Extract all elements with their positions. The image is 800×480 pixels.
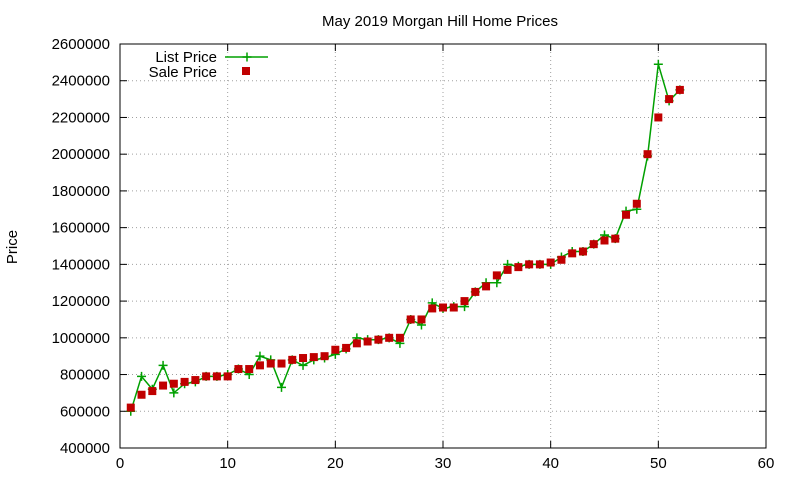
- sale-price-point: [126, 403, 135, 412]
- y-tick-label: 1200000: [52, 293, 110, 310]
- y-tick-label: 400000: [60, 440, 110, 457]
- sale-price-point: [675, 85, 684, 94]
- sale-price-point: [395, 333, 404, 342]
- plot-border: [119, 43, 767, 449]
- sale-price-point: [503, 265, 512, 274]
- sale-price-point: [255, 361, 264, 370]
- x-tick-label: 60: [758, 455, 775, 472]
- legend-marker-list-price: [242, 52, 252, 62]
- sale-price-point: [449, 303, 458, 312]
- sale-price-point: [482, 282, 491, 291]
- list-price-point: [492, 278, 502, 288]
- sale-price-point: [148, 387, 157, 396]
- sale-price-point: [159, 381, 168, 390]
- x-tick-label: 30: [435, 455, 452, 472]
- axis-ticks: 0 10 20 30 40 50 60 400000 600000 800000 1000000 12…: [52, 36, 775, 472]
- sale-price-point: [557, 255, 566, 264]
- sale-price-point: [191, 376, 200, 385]
- list-price-point: [653, 59, 663, 69]
- sale-price-point: [460, 297, 469, 306]
- legend-label-sale-price: Sale Price: [149, 64, 217, 81]
- y-tick-label: 1000000: [52, 330, 110, 347]
- x-tick-label: 10: [219, 455, 236, 472]
- grid-lines: [120, 44, 766, 448]
- sale-price-point: [299, 354, 308, 363]
- list-price-point: [169, 388, 179, 398]
- sale-price-point: [374, 335, 383, 344]
- sale-price-point: [514, 263, 523, 272]
- sale-price-point: [202, 372, 211, 381]
- sale-price-point: [266, 359, 275, 368]
- sale-price-point: [665, 95, 674, 104]
- data-series: [126, 59, 685, 416]
- sale-price-point: [611, 234, 620, 243]
- sale-price-point: [622, 210, 631, 219]
- sale-price-point: [471, 287, 480, 296]
- y-tick-label: 800000: [60, 367, 110, 384]
- sale-price-point: [492, 271, 501, 280]
- sale-price-point: [589, 240, 598, 249]
- y-tick-label: 2600000: [52, 36, 110, 53]
- list-price-point: [277, 382, 286, 392]
- x-tick-label: 50: [650, 455, 667, 472]
- sale-price-point: [320, 352, 329, 361]
- y-axis-label: Price: [4, 230, 21, 264]
- y-tick-label: 1600000: [52, 220, 110, 237]
- sale-price-point: [525, 260, 534, 269]
- sale-price-point: [632, 199, 641, 208]
- sale-price-point: [342, 343, 351, 352]
- sale-price-point: [654, 113, 663, 122]
- y-tick-label: 1800000: [52, 183, 110, 200]
- sale-price-point: [288, 355, 297, 364]
- sale-price-point: [546, 258, 555, 267]
- sale-price-point: [234, 365, 243, 374]
- sale-price-point: [169, 379, 178, 388]
- x-tick-label: 0: [116, 455, 124, 472]
- sale-price-point: [212, 372, 221, 381]
- sale-price-point: [643, 150, 652, 159]
- sale-price-point: [600, 236, 609, 245]
- sale-price-point: [428, 304, 437, 313]
- y-tick-label: 2400000: [52, 73, 110, 90]
- sale-price-point: [309, 353, 318, 362]
- chart-title: May 2019 Morgan Hill Home Prices: [322, 13, 558, 30]
- sale-price-point: [385, 333, 394, 342]
- y-tick-label: 600000: [60, 403, 110, 420]
- list-price-line: [130, 63, 681, 412]
- sale-price-point: [363, 337, 372, 346]
- sale-price-point: [277, 359, 286, 368]
- y-tick-label: 1400000: [52, 256, 110, 273]
- legend-marker-sale-price: [242, 67, 250, 75]
- sale-price-point: [137, 390, 146, 399]
- sale-price-point: [245, 365, 254, 374]
- list-price-point: [255, 351, 265, 361]
- sale-price-point: [223, 372, 232, 381]
- sale-price-point: [568, 249, 577, 258]
- legend: List Price Sale Price: [149, 49, 268, 81]
- sale-price-point: [578, 247, 587, 256]
- list-price-point: [137, 371, 147, 381]
- sale-price-point: [535, 260, 544, 269]
- y-tick-label: 2200000: [52, 109, 110, 126]
- x-tick-label: 40: [542, 455, 559, 472]
- sale-price-point: [417, 315, 426, 324]
- sale-price-point: [180, 377, 189, 386]
- sale-price-point: [352, 339, 361, 348]
- sale-price-point: [406, 315, 415, 324]
- sale-price-point: [331, 345, 340, 354]
- list-price-point: [298, 360, 308, 370]
- list-price-point: [158, 360, 168, 370]
- legend-label-list-price: List Price: [155, 49, 217, 66]
- sale-price-point: [439, 303, 447, 312]
- y-tick-label: 2000000: [52, 146, 110, 163]
- x-tick-label: 20: [327, 455, 344, 472]
